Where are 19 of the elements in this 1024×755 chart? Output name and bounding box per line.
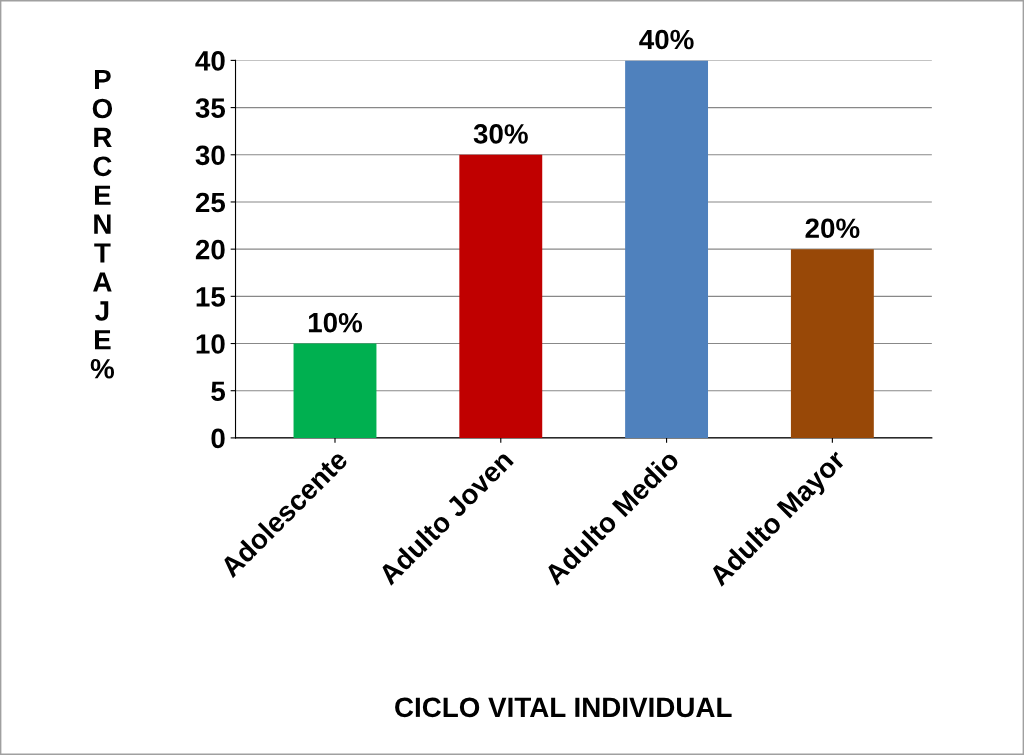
data-label: 20% (805, 218, 860, 239)
y-tick-label: 40 (195, 51, 225, 71)
y-tick-label: 5 (211, 381, 226, 402)
y-tick-label: 30 (195, 145, 225, 166)
text: PORCENTAJE % (90, 70, 115, 379)
y-tick-label: 10 (196, 334, 225, 354)
y-tick-label: 15 (196, 287, 226, 307)
data-label: 30% (473, 124, 528, 144)
y-tick-label: 20 (195, 239, 225, 260)
x-axis-title: CICLO VITAL INDIVIDUAL (395, 697, 732, 718)
y-tick-label: 0 (211, 428, 225, 449)
y-tick-label: 25 (195, 192, 226, 213)
y-tick-label: 35 (195, 98, 226, 118)
bar (625, 60, 709, 438)
bar (459, 154, 543, 438)
bar (293, 343, 377, 438)
data-label: 40% (639, 29, 694, 50)
data-label: 10% (308, 312, 363, 333)
bar (790, 249, 874, 438)
